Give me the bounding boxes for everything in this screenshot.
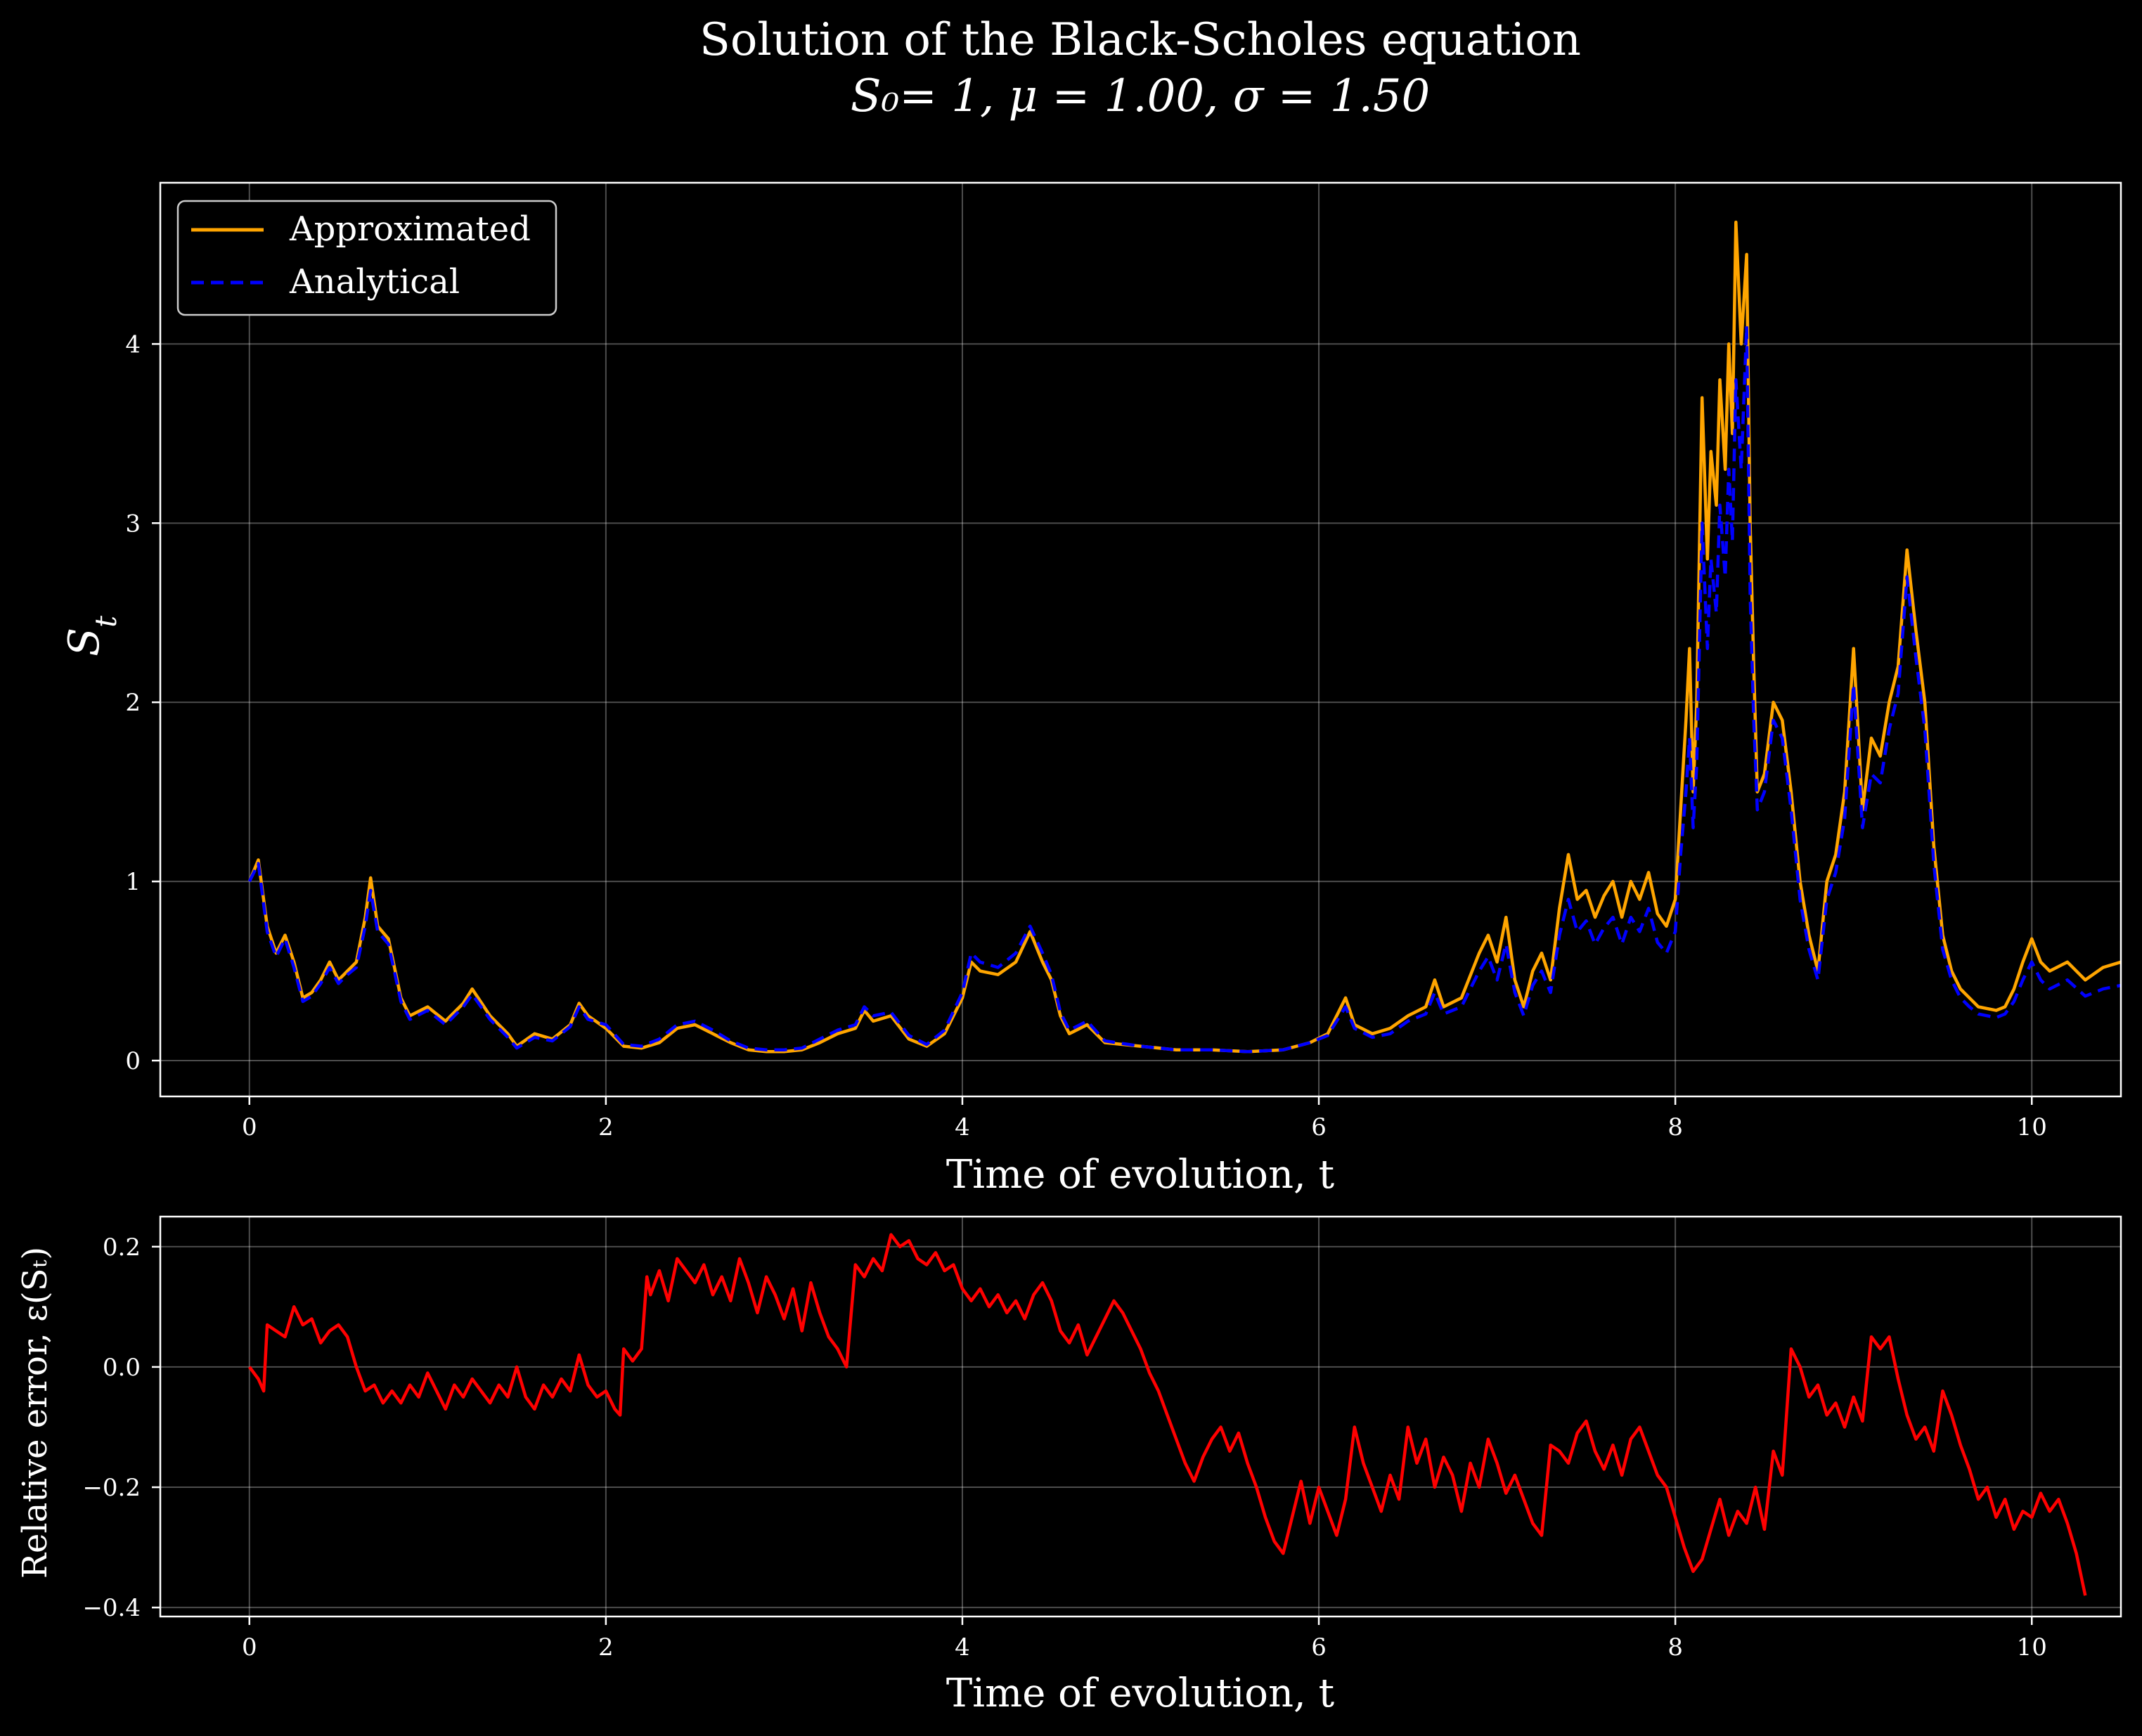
series-line-relative-error — [247, 1233, 2087, 1596]
x-tick-label: 6 — [1311, 1113, 1327, 1141]
x-tick-label: 4 — [955, 1633, 970, 1661]
y-tick-label: 3 — [125, 510, 141, 538]
x-tick-label: 8 — [1667, 1633, 1683, 1661]
bottom-y-axis-label: Relative error, ε(Sₜ) — [15, 1247, 55, 1579]
legend-label-analytical: Analytical — [289, 262, 460, 302]
legend-box — [176, 200, 557, 316]
top-series-layer — [247, 220, 2122, 1054]
y-tick-label: 1 — [125, 868, 141, 896]
bottom-panel: 0 2 4 6 8 10 0.2 0.0 −0.2 −0.4 Time of evolution… — [15, 1215, 2122, 1716]
chart-subtitle: S₀= 1, μ = 1.00, σ = 1.50 — [851, 70, 1430, 122]
legend: Approximated Analytical — [176, 200, 557, 316]
x-tick-label: 10 — [2017, 1633, 2047, 1661]
y-tick-label: 0 — [125, 1047, 141, 1075]
top-y-ticks: 0 1 2 3 4 — [125, 330, 160, 1075]
y-tick-label: 0.2 — [103, 1233, 141, 1262]
x-tick-label: 2 — [598, 1633, 614, 1661]
x-tick-label: 4 — [955, 1113, 970, 1141]
x-tick-label: 0 — [242, 1113, 257, 1141]
x-tick-label: 2 — [598, 1113, 614, 1141]
x-tick-label: 10 — [2017, 1113, 2047, 1141]
top-x-axis-label: Time of evolution, t — [946, 1152, 1335, 1198]
legend-label-approximated: Approximated — [289, 209, 531, 249]
top-grid — [160, 183, 2121, 1096]
series-line-analytical — [247, 324, 2122, 1054]
bottom-axes-frame — [159, 1215, 2122, 1618]
bottom-x-ticks: 0 2 4 6 8 10 — [242, 1617, 2047, 1661]
bottom-y-ticks: 0.2 0.0 −0.2 −0.4 — [82, 1233, 160, 1622]
chart-title: Solution of the Black-Scholes equation — [699, 14, 1581, 66]
bottom-series-layer — [247, 1233, 2087, 1596]
x-tick-label: 6 — [1311, 1633, 1327, 1661]
bottom-x-axis-label: Time of evolution, t — [946, 1671, 1335, 1716]
y-tick-label: 0.0 — [103, 1354, 141, 1382]
y-tick-label: 4 — [125, 330, 141, 358]
x-tick-label: 8 — [1667, 1113, 1683, 1141]
y-tick-label: −0.2 — [82, 1474, 141, 1502]
bottom-grid — [160, 1217, 2121, 1617]
top-axes-frame — [159, 181, 2122, 1098]
y-tick-label: −0.4 — [82, 1594, 141, 1622]
x-tick-label: 0 — [242, 1633, 257, 1661]
top-x-ticks: 0 2 4 6 8 10 — [242, 1096, 2047, 1141]
y-tick-label: 2 — [125, 689, 141, 717]
series-line-approximated — [247, 220, 2122, 1054]
